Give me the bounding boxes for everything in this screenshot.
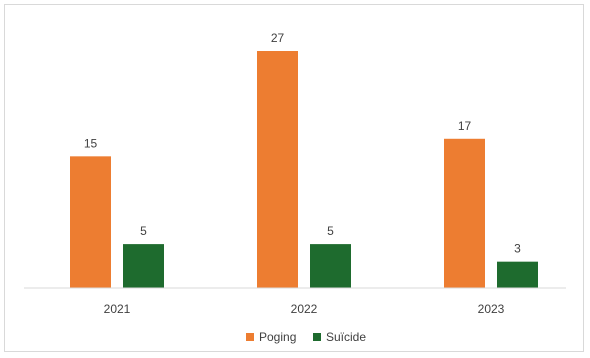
bar-su-cide-2022 xyxy=(310,244,351,288)
data-labels-layer: 15 5 27 5 17 3 xyxy=(84,31,521,256)
x-tick-label-2022: 2022 xyxy=(291,302,318,316)
legend-label-su-cide: Suïcide xyxy=(326,330,366,344)
bar-poging-2021 xyxy=(70,156,111,288)
bars-layer xyxy=(70,51,538,288)
legend-swatch-poging xyxy=(246,333,254,341)
data-label-poging-2021: 15 xyxy=(84,136,98,150)
data-label-poging-2023: 17 xyxy=(458,119,472,133)
legend-label-poging: Poging xyxy=(259,330,296,344)
data-label-su-cide-2023: 3 xyxy=(514,242,521,256)
legend-swatch-su-cide xyxy=(313,333,321,341)
bar-su-cide-2021 xyxy=(123,244,164,288)
bar-su-cide-2023 xyxy=(497,261,538,288)
legend: Poging Suïcide xyxy=(246,330,366,344)
data-label-poging-2022: 27 xyxy=(271,31,285,45)
x-tick-label-2023: 2023 xyxy=(478,302,505,316)
data-label-su-cide-2021: 5 xyxy=(140,224,147,238)
x-tick-labels: 2021 2022 2023 xyxy=(104,302,505,316)
data-label-su-cide-2022: 5 xyxy=(327,224,334,238)
x-tick-label-2021: 2021 xyxy=(104,302,131,316)
bar-poging-2023 xyxy=(444,138,485,288)
bar-poging-2022 xyxy=(257,51,298,288)
